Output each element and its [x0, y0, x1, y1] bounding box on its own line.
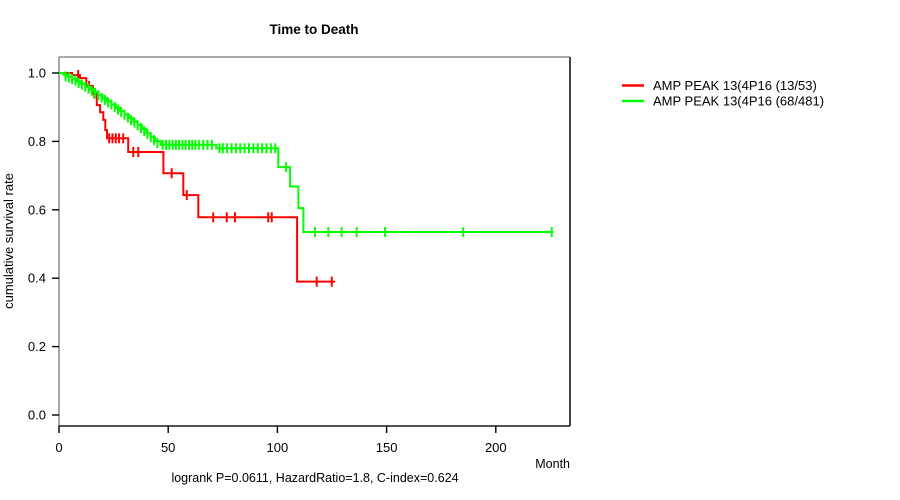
x-axis: 0 50 100 150 200 [55, 426, 507, 455]
y-tick-label: 1.0 [28, 66, 46, 81]
y-tick-label: 0.6 [28, 202, 46, 217]
y-tick-label: 0.4 [28, 271, 46, 286]
legend-label: AMP PEAK 13(4P16 (13/53) [653, 78, 817, 93]
x-tick-label: 200 [485, 440, 507, 455]
survival-curves [59, 70, 553, 287]
survival-curve-green [59, 72, 553, 233]
x-tick-label: 0 [55, 440, 62, 455]
legend: AMP PEAK 13(4P16 (13/53)AMP PEAK 13(4P16… [622, 78, 824, 109]
survival-curve-red [59, 72, 336, 283]
plot-box [58, 56, 571, 427]
x-tick-label: 150 [376, 440, 398, 455]
chart-title: Time to Death [269, 22, 358, 37]
y-tick-label: 0.0 [28, 408, 46, 423]
y-axis-label: cumulative survival rate [1, 173, 16, 309]
x-tick-label: 50 [161, 440, 175, 455]
y-axis: 0.0 0.2 0.4 0.6 0.8 1.0 [28, 66, 59, 423]
x-tick-label: 100 [267, 440, 289, 455]
stats-annotation: logrank P=0.0611, HazardRatio=1.8, C-ind… [171, 471, 458, 485]
legend-label: AMP PEAK 13(4P16 (68/481) [653, 94, 824, 109]
y-tick-label: 0.8 [28, 134, 46, 149]
y-tick-label: 0.2 [28, 339, 46, 354]
x-axis-label: Month [535, 457, 570, 471]
